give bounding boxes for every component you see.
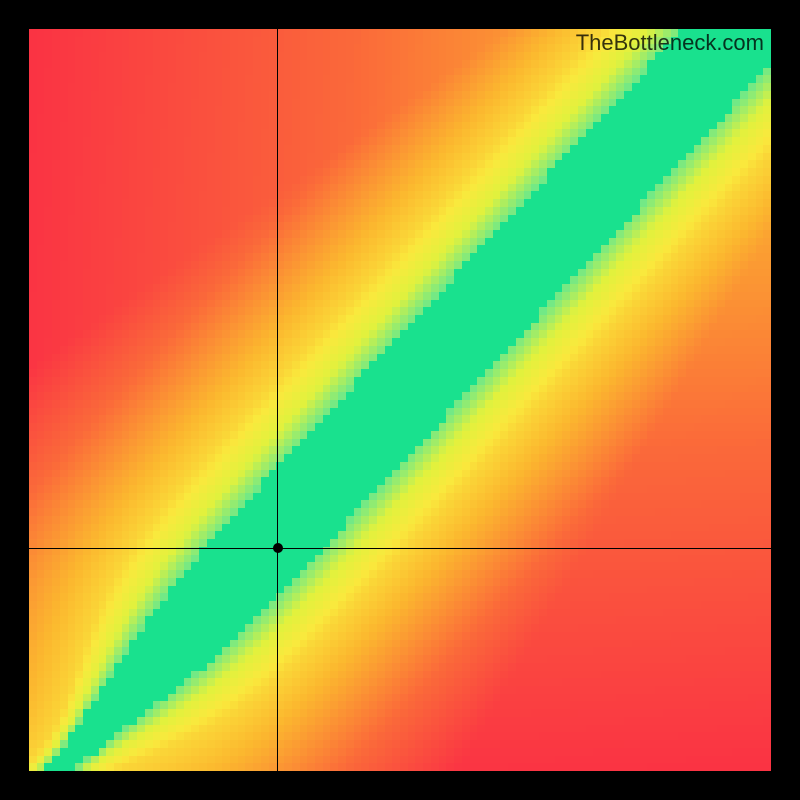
crosshair-marker bbox=[273, 543, 283, 553]
crosshair-horizontal bbox=[29, 548, 771, 549]
crosshair-vertical bbox=[277, 29, 278, 771]
watermark-text: TheBottleneck.com bbox=[576, 30, 764, 56]
chart-container: TheBottleneck.com bbox=[0, 0, 800, 800]
bottleneck-heatmap bbox=[29, 29, 771, 771]
